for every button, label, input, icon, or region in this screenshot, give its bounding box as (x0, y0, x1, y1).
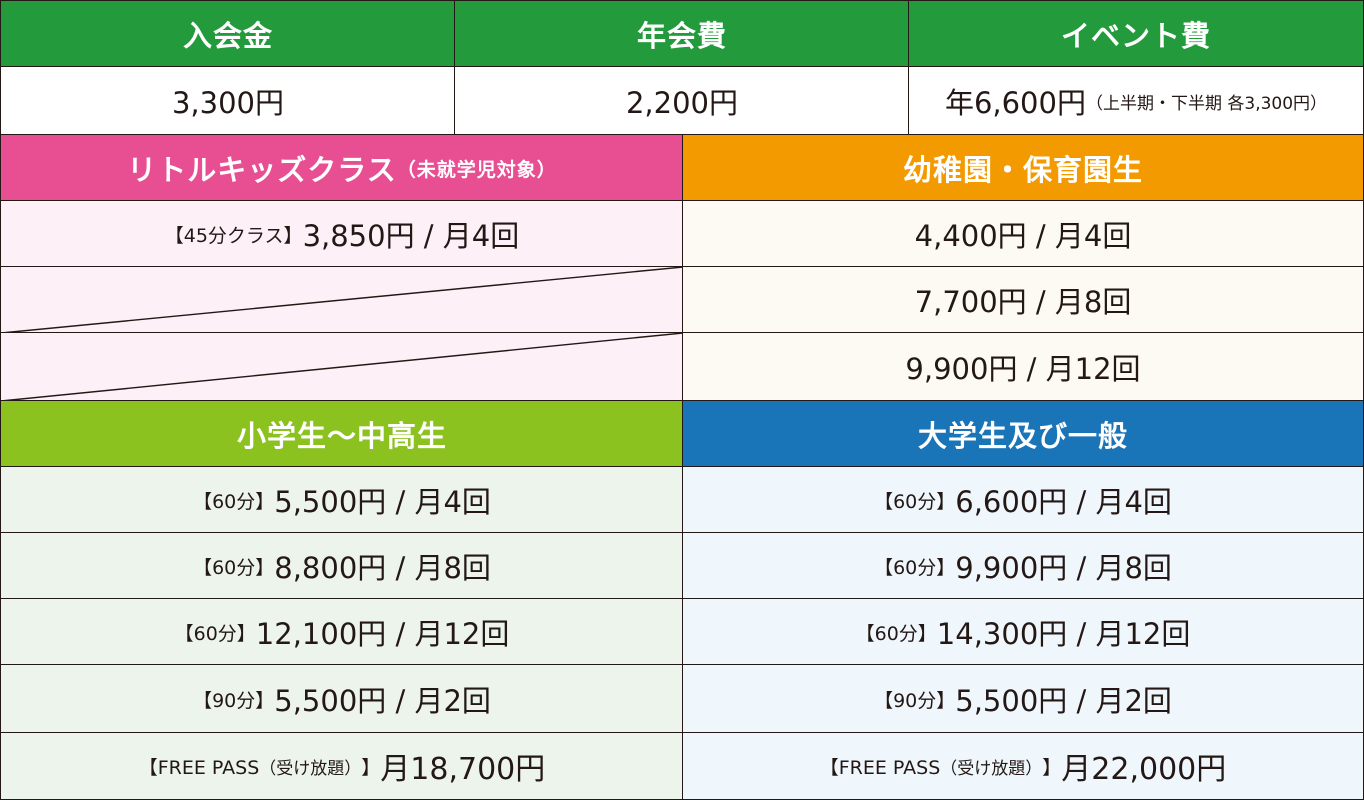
students-free-pass-row: 【FREE PASS （受け放題）】月18,700円 (0, 732, 684, 800)
adults-pass-label: 【FREE PASS (819, 756, 941, 779)
adults-row-3-value: 14,300円 / 月12回 (936, 617, 1191, 651)
adults-row-3-label: 【60分】 (855, 622, 937, 645)
students-row-1-value: 5,500円 / 月4回 (274, 485, 491, 519)
students-row-4-label: 【90分】 (193, 689, 275, 712)
little-kids-row-1: 【45分クラス】 3,850円 / 月4回 (0, 200, 684, 268)
little-kids-title: リトルキッズクラス (127, 153, 397, 187)
fee-header-admission-text: 入会金 (182, 19, 273, 53)
preschool-row-3: 9,900円 / 月12回 (682, 332, 1364, 402)
fee-header-annual: 年会費 (454, 0, 910, 68)
students-row-2-label: 【60分】 (193, 556, 275, 579)
fee-value-annual-text: 2,200円 (625, 86, 739, 120)
students-pass-close: 】 (361, 756, 381, 779)
fee-value-annual: 2,200円 (454, 66, 910, 136)
fee-header-event-text: イベント費 (1060, 19, 1211, 53)
students-row-1: 【60分】 5,500円 / 月4回 (0, 466, 684, 534)
little-kids-row-3-empty (0, 332, 684, 402)
little-kids-row-1-label: 【45分クラス】 (164, 224, 303, 247)
students-title: 小学生〜中高生 (236, 419, 447, 453)
little-kids-row-1-value: 3,850円 / 月4回 (302, 219, 520, 253)
fee-header-admission: 入会金 (0, 0, 456, 68)
adults-row-2-value: 9,900円 / 月8回 (955, 551, 1172, 585)
preschool-row-1-value: 4,400円 / 月4回 (914, 219, 1132, 253)
students-row-2-value: 8,800円 / 月8回 (274, 551, 491, 585)
adults-row-2-label: 【60分】 (874, 556, 956, 579)
adults-row-4: 【90分】 5,500円 / 月2回 (682, 664, 1364, 734)
diagonal-slash (1, 333, 683, 401)
adults-row-4-value: 5,500円 / 月2回 (955, 684, 1172, 718)
preschool-row-3-value: 9,900円 / 月12回 (905, 352, 1141, 386)
adults-row-1: 【60分】 6,600円 / 月4回 (682, 466, 1364, 534)
little-kids-title-note: （未就学児対象） (396, 158, 557, 181)
students-pass-label: 【FREE PASS (138, 756, 260, 779)
students-pass-note: （受け放題） (259, 758, 362, 779)
fee-value-admission: 3,300円 (0, 66, 456, 136)
students-header: 小学生〜中高生 (0, 400, 684, 468)
students-row-2: 【60分】 8,800円 / 月8回 (0, 532, 684, 600)
students-row-3-label: 【60分】 (174, 622, 256, 645)
adults-row-1-value: 6,600円 / 月4回 (955, 485, 1172, 519)
fee-header-event: イベント費 (908, 0, 1364, 68)
students-row-3-value: 12,100円 / 月12回 (255, 617, 510, 651)
fee-value-event-note: （上半期・下半期 各3,300円） (1085, 93, 1328, 114)
preschool-row-1: 4,400円 / 月4回 (682, 200, 1364, 268)
adults-header: 大学生及び一般 (682, 400, 1364, 468)
little-kids-header: リトルキッズクラス （未就学児対象） (0, 134, 684, 202)
adults-row-4-label: 【90分】 (874, 689, 956, 712)
students-row-4: 【90分】 5,500円 / 月2回 (0, 664, 684, 734)
adults-title: 大学生及び一般 (917, 419, 1128, 453)
fee-header-annual-text: 年会費 (636, 19, 727, 53)
preschool-title: 幼稚園・保育園生 (902, 153, 1143, 187)
adults-row-2: 【60分】 9,900円 / 月8回 (682, 532, 1364, 600)
preschool-header: 幼稚園・保育園生 (682, 134, 1364, 202)
fee-value-admission-text: 3,300円 (171, 86, 285, 120)
adults-row-3: 【60分】 14,300円 / 月12回 (682, 598, 1364, 666)
students-row-4-value: 5,500円 / 月2回 (274, 684, 491, 718)
students-row-1-label: 【60分】 (193, 490, 275, 513)
adults-pass-value: 月22,000円 (1061, 752, 1227, 787)
fee-value-event-text: 年6,600円 (944, 86, 1086, 120)
fee-value-event: 年6,600円 （上半期・下半期 各3,300円） (908, 66, 1364, 136)
adults-free-pass-row: 【FREE PASS （受け放題）】月22,000円 (682, 732, 1364, 800)
little-kids-row-2-empty (0, 266, 684, 334)
preschool-row-2: 7,700円 / 月8回 (682, 266, 1364, 334)
diagonal-slash (1, 267, 683, 333)
adults-pass-close: 】 (1042, 756, 1062, 779)
adults-row-1-label: 【60分】 (874, 490, 956, 513)
students-pass-value: 月18,700円 (380, 752, 546, 787)
students-row-3: 【60分】 12,100円 / 月12回 (0, 598, 684, 666)
adults-pass-note: （受け放題） (940, 758, 1043, 779)
preschool-row-2-value: 7,700円 / 月8回 (914, 285, 1132, 319)
